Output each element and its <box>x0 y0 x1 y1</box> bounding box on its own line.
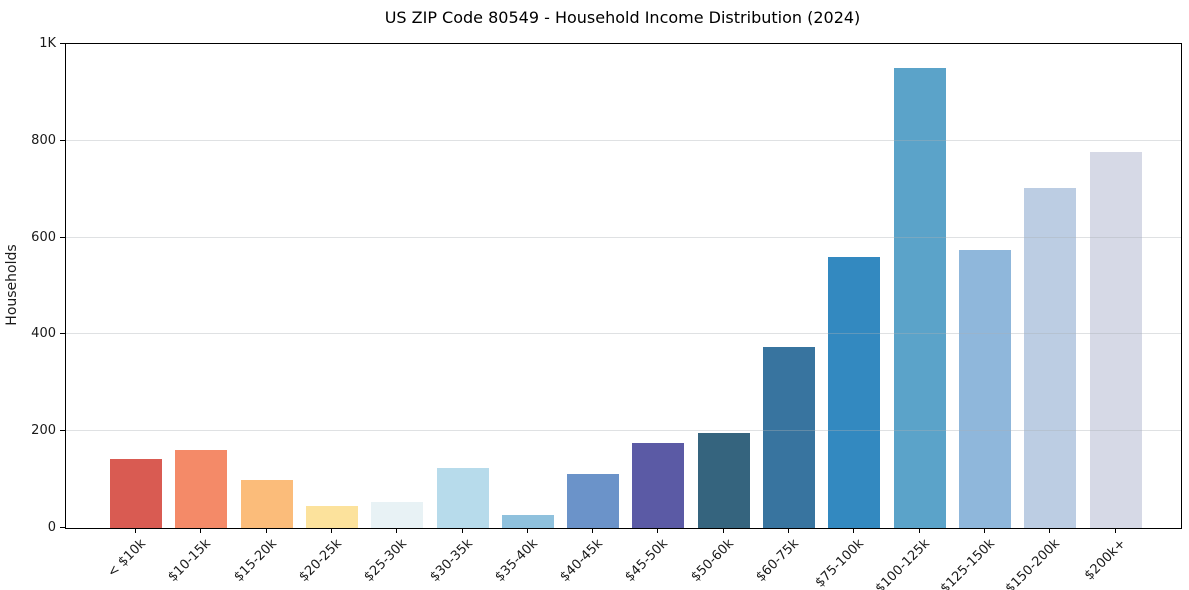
bar-$10-15k <box>175 449 228 528</box>
x-tick-label: $35-40k <box>492 536 541 585</box>
bar-$75-100k <box>828 256 881 528</box>
x-tick-mark <box>330 528 332 533</box>
y-tick-mark <box>60 43 65 44</box>
y-tick-mark <box>60 527 65 528</box>
y-tick-label: 0 <box>47 520 56 535</box>
bar-$20-25k <box>305 505 358 528</box>
x-tick-mark <box>722 528 724 533</box>
x-tick-mark <box>788 528 789 533</box>
bar-$100-125k <box>893 68 946 528</box>
bar-$30-35k <box>436 467 489 528</box>
x-tick-label: $10-15k <box>165 536 215 585</box>
bar-$15-20k <box>240 479 293 528</box>
y-tick-mark <box>60 333 65 335</box>
x-tick-mark <box>526 528 528 533</box>
x-tick-mark <box>265 528 267 533</box>
bar-$60-75k <box>763 346 815 528</box>
x-tick-mark <box>983 528 985 533</box>
gridline-600 <box>66 236 1181 238</box>
bar-$45-50k <box>632 443 685 528</box>
y-tick-label: 1K <box>39 36 56 51</box>
x-tick-label: $40-45k <box>557 536 606 585</box>
y-tick-mark <box>60 236 65 238</box>
x-tick-mark <box>135 528 136 533</box>
bar-$40-45k <box>567 473 620 528</box>
x-tick-label: < $10k <box>104 536 149 581</box>
x-tick-mark <box>1114 528 1116 533</box>
x-tick-label: $20-25k <box>296 536 345 585</box>
bar-$50-60k <box>697 433 750 528</box>
x-tick-label: $45-50k <box>622 536 672 585</box>
bar-$25-30k <box>371 501 424 528</box>
x-tick-mark <box>396 528 398 533</box>
y-tick-mark <box>60 430 65 432</box>
y-tick-label: 200 <box>31 423 56 439</box>
bar-$125-150k <box>958 250 1011 528</box>
y-tick-label: 400 <box>31 326 56 342</box>
x-tick-label: $25-30k <box>361 536 411 585</box>
bar-$35-40k <box>501 514 554 528</box>
x-tick-label: $30-35k <box>426 536 476 585</box>
x-tick-label: $60-75k <box>753 536 802 585</box>
x-tick-mark <box>200 528 202 533</box>
y-tick-label: 800 <box>31 132 56 148</box>
x-tick-label: $50-60k <box>688 536 737 585</box>
x-tick-label: $75-100k <box>812 536 868 590</box>
chart-title: US ZIP Code 80549 - Household Income Dis… <box>384 8 861 27</box>
bar-< $10k <box>110 459 162 528</box>
x-tick-mark <box>592 528 594 533</box>
x-tick-label: $15-20k <box>231 536 280 585</box>
x-tick-label: $125-150k <box>937 536 998 590</box>
gridline-400 <box>66 333 1181 335</box>
x-tick-mark <box>461 528 463 533</box>
y-tick-label: 600 <box>31 229 56 245</box>
bar-$150-200k <box>1024 188 1077 528</box>
plot-area <box>65 43 1182 529</box>
x-tick-label: $150-200k <box>1002 536 1064 590</box>
y-tick-mark <box>60 139 65 141</box>
x-tick-label: $200k+ <box>1081 536 1129 584</box>
bar-$200k+ <box>1089 152 1142 528</box>
x-tick-mark <box>853 528 855 533</box>
x-tick-mark <box>657 528 659 533</box>
gridline-200 <box>66 430 1181 432</box>
x-tick-mark <box>1049 528 1051 533</box>
x-tick-label: $100-125k <box>872 536 933 590</box>
gridline-800 <box>66 139 1181 141</box>
x-tick-mark <box>918 528 920 533</box>
